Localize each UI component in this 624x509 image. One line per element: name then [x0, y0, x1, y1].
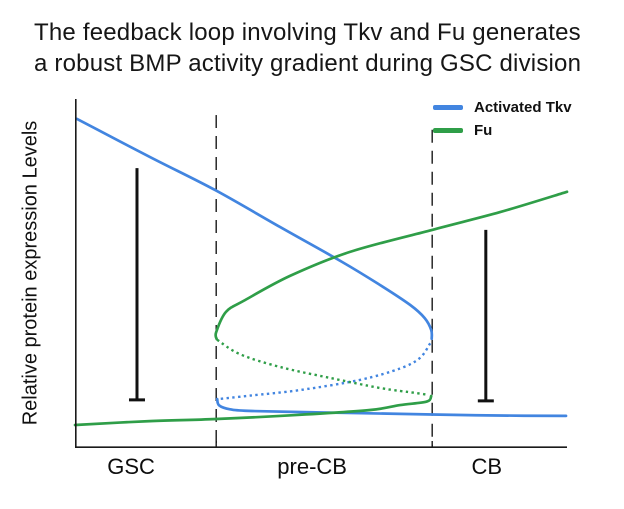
- legend-label-activated-tkv: Activated Tkv: [474, 99, 572, 116]
- plot-area: Activated Tkv Fu: [73, 99, 572, 449]
- legend-swatch-activated-tkv: [433, 105, 463, 110]
- chart-title: The feedback loop involving Tkv and Fu g…: [34, 17, 609, 79]
- y-axis-label: Relative protein expression Levels: [19, 120, 42, 426]
- series-fu-low-branch: [73, 394, 433, 427]
- x-axis-label-cb: CB: [471, 454, 503, 479]
- chart-title-line1: The feedback loop involving Tkv and Fu g…: [34, 19, 581, 46]
- series-tkv-high-branch: [75, 117, 434, 341]
- chart-title-line2: a robust BMP activity gradient during GS…: [34, 50, 582, 77]
- series-tkv-low-branch: [215, 397, 568, 418]
- legend-label-fu: Fu: [474, 122, 493, 139]
- legend: Activated Tkv Fu: [433, 96, 572, 142]
- series-fu-high-branch: [214, 190, 569, 341]
- x-axis-label-gsc: GSC: [107, 454, 155, 479]
- x-axis-label-pre-cb: pre-CB: [277, 454, 347, 479]
- legend-item-activated-tkv: Activated Tkv: [433, 96, 572, 119]
- plot-canvas: [73, 99, 569, 449]
- legend-item-fu: Fu: [433, 119, 572, 142]
- series-tkv-unstable-branch: [217, 342, 432, 401]
- legend-swatch-fu: [433, 128, 463, 133]
- series-fu-unstable-branch: [216, 338, 429, 397]
